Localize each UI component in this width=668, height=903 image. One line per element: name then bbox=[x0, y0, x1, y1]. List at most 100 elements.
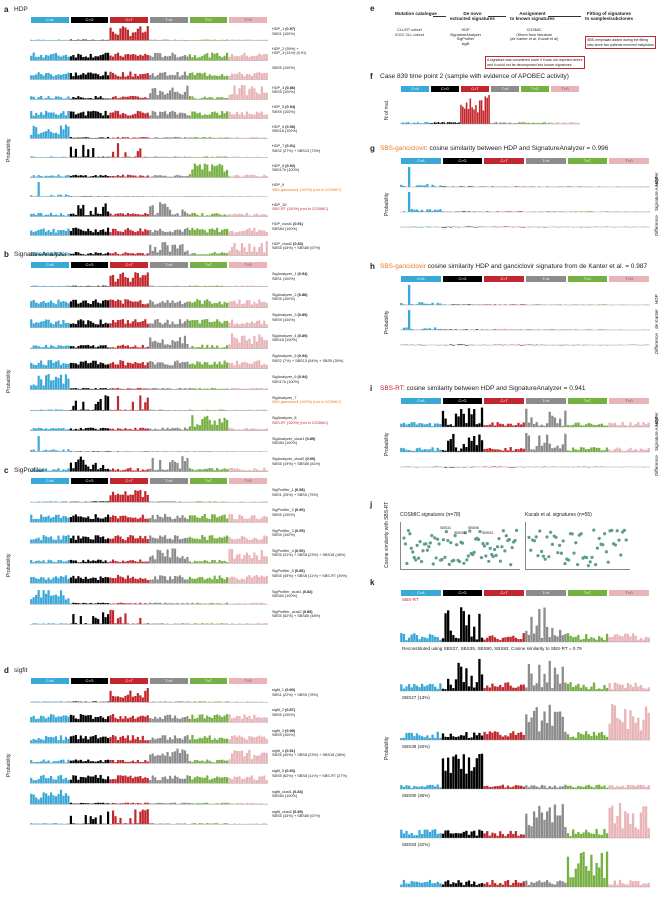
signature-bar bbox=[57, 344, 60, 349]
signature-bar bbox=[595, 639, 598, 642]
signature-bar bbox=[263, 301, 266, 308]
signature-bar bbox=[250, 577, 253, 584]
signature-bar bbox=[87, 428, 90, 431]
signature-bar bbox=[260, 517, 263, 523]
signature-chart bbox=[30, 714, 268, 723]
signature-bar bbox=[208, 623, 211, 625]
signature-bar bbox=[603, 450, 606, 452]
cosine-value: (0.89) bbox=[297, 333, 308, 338]
signature-bar bbox=[107, 211, 110, 216]
signature-bar bbox=[144, 428, 147, 431]
signature-bar bbox=[183, 228, 187, 236]
signature-bar bbox=[72, 388, 75, 390]
signature-bar bbox=[89, 803, 92, 804]
signature-bar bbox=[183, 623, 187, 625]
signature-bar bbox=[47, 471, 50, 472]
signature-bar bbox=[439, 449, 442, 452]
signature-bar bbox=[258, 137, 261, 138]
signature-bar bbox=[114, 578, 117, 584]
signature-bar bbox=[42, 450, 45, 452]
mutation-class-bar: T>C bbox=[189, 678, 228, 684]
signature-bar bbox=[166, 75, 169, 80]
signature-bar bbox=[183, 113, 187, 119]
signature-bar bbox=[121, 470, 125, 472]
signature-bar bbox=[168, 701, 172, 703]
signature-bar bbox=[149, 323, 152, 328]
signature-bar bbox=[37, 133, 40, 138]
signature-bar bbox=[161, 339, 164, 349]
signature-bar bbox=[119, 388, 122, 390]
signature-bar bbox=[173, 548, 177, 564]
signature-bar bbox=[99, 362, 102, 369]
signature-bar bbox=[405, 122, 408, 124]
signature-bar bbox=[198, 299, 201, 308]
signature-bar bbox=[92, 735, 95, 743]
signature-bar bbox=[79, 286, 82, 287]
scatter-point bbox=[601, 543, 605, 547]
signature-bar bbox=[191, 501, 194, 503]
signature-bar bbox=[221, 802, 224, 804]
signature-bar bbox=[57, 775, 60, 784]
signature-bar bbox=[139, 174, 142, 177]
signature-bar bbox=[188, 802, 191, 804]
signature-bar bbox=[124, 695, 127, 703]
mutation-class-bar: C>G bbox=[442, 276, 483, 282]
signature-bar bbox=[213, 737, 216, 743]
signature-bar bbox=[161, 39, 164, 41]
signature-bar bbox=[84, 561, 87, 564]
signature-bar bbox=[124, 345, 127, 349]
signature-bar bbox=[154, 717, 157, 723]
signature-bar bbox=[57, 133, 60, 138]
signature-bar bbox=[87, 536, 90, 543]
signature-bar bbox=[126, 29, 130, 41]
signature-bar bbox=[94, 251, 97, 255]
signature-bar bbox=[35, 470, 38, 472]
signature-bar bbox=[77, 602, 80, 604]
signature-bar bbox=[198, 777, 201, 784]
signature-bar bbox=[422, 123, 425, 124]
signature-bar bbox=[250, 623, 253, 625]
signature-bar bbox=[102, 736, 105, 743]
signature-bar bbox=[72, 803, 75, 804]
signature-bar bbox=[245, 802, 249, 804]
signature-bar bbox=[47, 319, 50, 328]
signature-bar bbox=[161, 823, 164, 825]
mutation-class-bar: C>T bbox=[484, 276, 524, 282]
signature-bar bbox=[52, 228, 55, 236]
signature-bar bbox=[191, 409, 194, 411]
signature-bar bbox=[159, 623, 162, 625]
scatter-point bbox=[603, 532, 607, 536]
signature-bar bbox=[111, 347, 115, 349]
signature-bar bbox=[618, 329, 622, 330]
signature-bar bbox=[178, 428, 182, 431]
signature-bar bbox=[535, 422, 538, 427]
signature-bar bbox=[255, 111, 258, 119]
signature-bar bbox=[62, 383, 65, 390]
signature-bar bbox=[149, 602, 152, 604]
signature-bar bbox=[238, 429, 241, 431]
signature-bar bbox=[129, 761, 132, 764]
signature-bar bbox=[121, 602, 125, 604]
signature-bar bbox=[253, 754, 256, 764]
signature-bar bbox=[470, 636, 473, 642]
signature-bar bbox=[151, 515, 154, 523]
signature-bar bbox=[124, 469, 127, 472]
signature-bar bbox=[52, 380, 55, 390]
signature-bar bbox=[149, 285, 152, 287]
signature-bar bbox=[519, 345, 523, 346]
signature-bar bbox=[59, 286, 63, 287]
signature-bar bbox=[493, 329, 497, 330]
signature-bar bbox=[530, 186, 533, 187]
scatter-point bbox=[421, 549, 425, 553]
signature-bar bbox=[35, 739, 38, 743]
signature-bar bbox=[107, 469, 110, 472]
signature-bar bbox=[193, 97, 196, 99]
mutation-class-bar: T>G bbox=[229, 678, 267, 684]
signature-bar bbox=[144, 176, 147, 177]
signature-bar bbox=[452, 467, 455, 468]
signature-bar bbox=[211, 96, 214, 99]
signature-bar bbox=[97, 156, 100, 158]
signature-bar bbox=[67, 449, 70, 452]
signature-bar bbox=[94, 534, 97, 543]
signature-chart bbox=[30, 748, 268, 764]
